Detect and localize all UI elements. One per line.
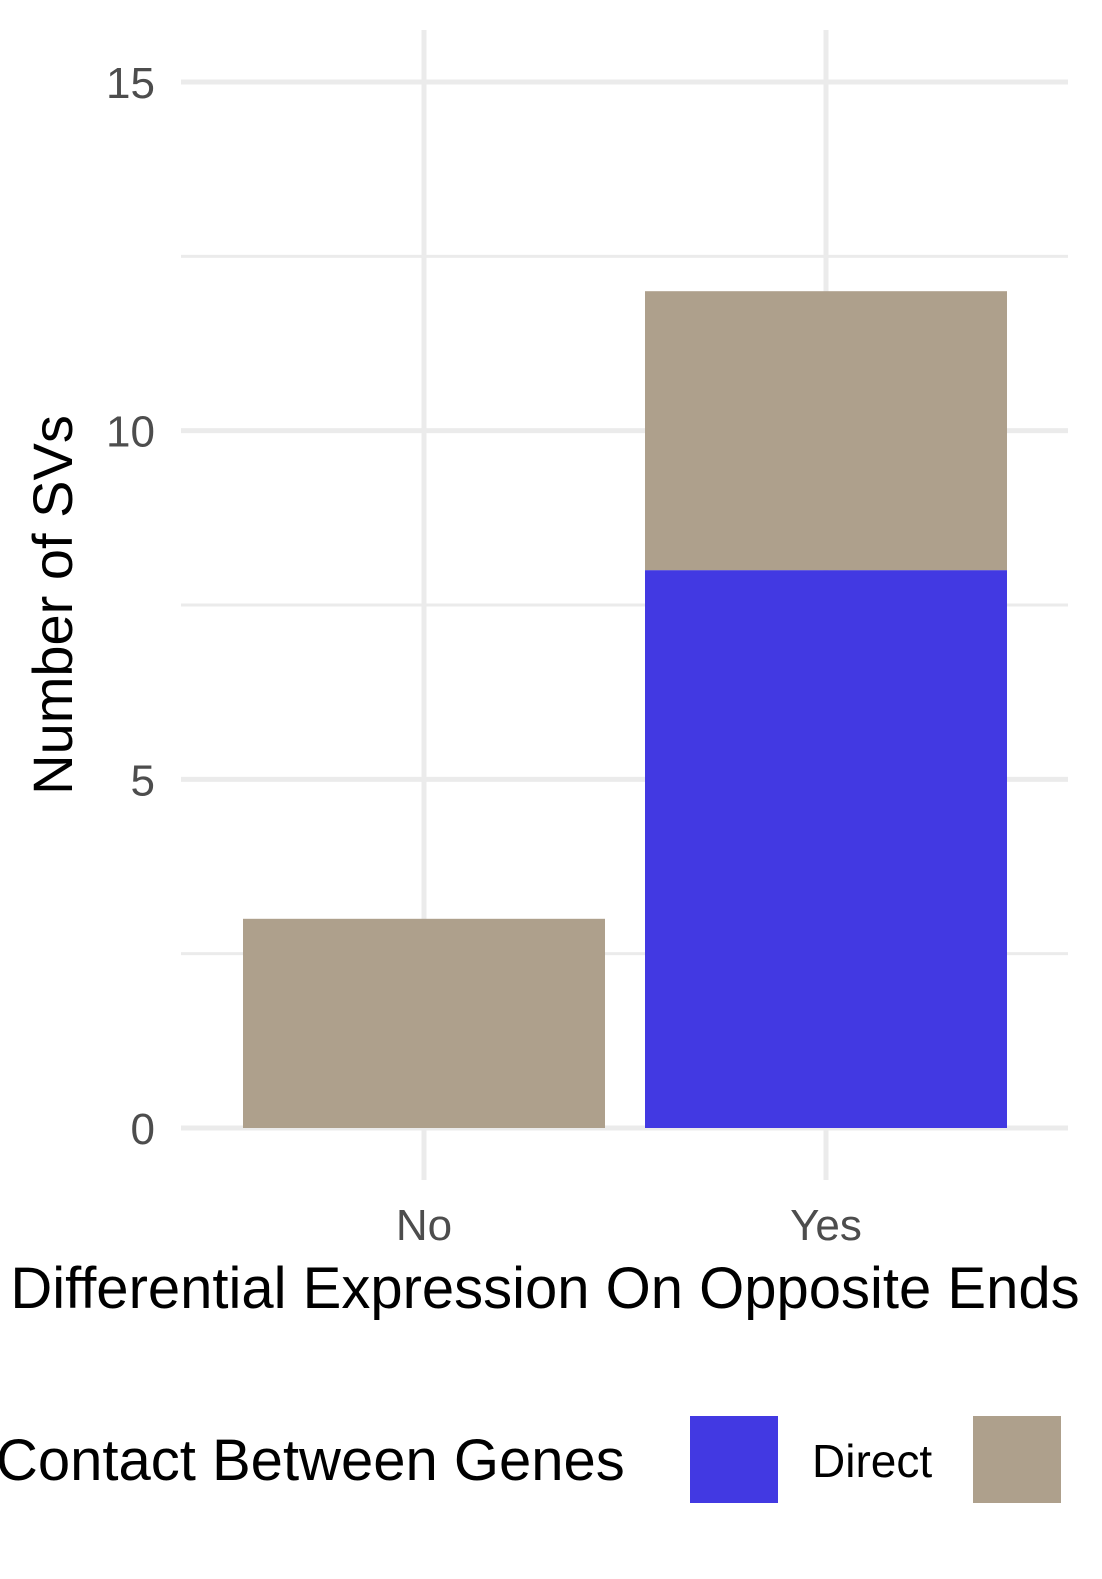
y-tick-label: 15 [106,59,155,108]
x-tick-label-yes: Yes [790,1201,862,1250]
x-axis-title: Differential Expression On Opposite Ends [10,1256,1079,1321]
legend-title: Contact Between Genes [0,1428,625,1493]
legend-label-direct: Direct [812,1435,932,1487]
y-tick-label: 10 [106,408,155,457]
bar-no-series-1 [243,918,605,1128]
y-axis-ticks: 0 5 10 15 [106,59,155,1154]
bar-yes-series-1 [645,291,1007,571]
y-tick-label: 5 [131,756,155,805]
legend-key-direct [690,1416,778,1503]
y-axis-title: Number of SVs [21,415,84,795]
x-axis-ticks: No Yes [396,1201,862,1250]
x-tick-label-no: No [396,1201,452,1250]
bar-layer [243,291,1007,1128]
legend: Contact Between Genes Direct [0,1416,1061,1503]
y-tick-label: 0 [131,1105,155,1154]
bar-yes-series-0 [645,570,1007,1128]
legend-key-other [973,1416,1061,1503]
